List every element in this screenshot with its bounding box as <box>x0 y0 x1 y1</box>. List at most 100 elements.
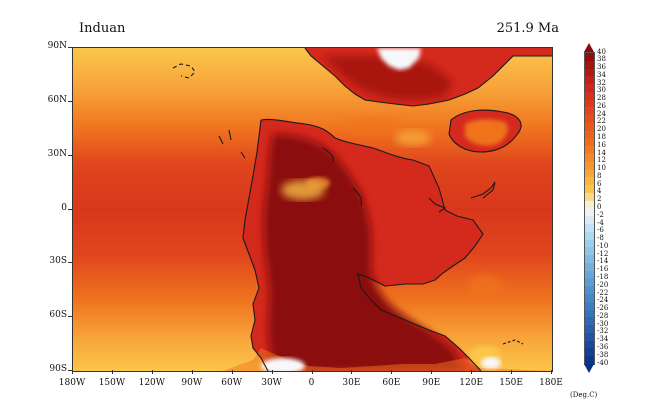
colorbar-tick-label: -38 <box>597 350 609 359</box>
colorbar-segment <box>585 325 594 334</box>
colorbar-segment <box>585 91 594 101</box>
colorbar-tick-label: 28 <box>597 94 606 103</box>
lon-tick <box>191 370 193 374</box>
colorbar-segment <box>585 161 594 171</box>
colorbar-segment <box>585 332 594 342</box>
colorbar-segment <box>585 216 594 225</box>
colorbar-tick-label: -8 <box>597 234 604 243</box>
colorbar-segment <box>585 169 594 178</box>
lon-tick-label: 0 <box>308 378 315 388</box>
colorbar-segment <box>585 340 594 350</box>
colorbar-segment <box>585 68 594 77</box>
colorbar-tick-label: -18 <box>597 272 609 281</box>
colorbar-segment <box>585 200 594 210</box>
colorbar-tick-label: -40 <box>597 358 609 367</box>
lat-tick <box>68 208 72 210</box>
colorbar-tick-label: 36 <box>597 63 606 72</box>
colorbar-tick-label: -14 <box>597 257 609 266</box>
colorbar-tick-label: -20 <box>597 280 609 289</box>
lon-tick <box>231 370 233 374</box>
colorbar-tick-label: 22 <box>597 117 606 126</box>
lon-tick-label: 150E <box>499 378 523 388</box>
lon-tick <box>72 370 73 374</box>
colorbar-tick-label: -34 <box>597 335 609 344</box>
colorbar-top-arrow <box>584 43 594 52</box>
colorbar-tick-label: -32 <box>597 327 609 336</box>
colorbar-tick-label: 16 <box>597 140 606 149</box>
lon-tick <box>391 370 393 374</box>
colorbar-tick-label: -16 <box>597 265 609 274</box>
lon-tick-label: 120E <box>459 378 484 388</box>
colorbar-segment <box>585 192 594 202</box>
map-svg <box>73 48 552 371</box>
lon-tick-label: 180E <box>539 378 563 388</box>
colorbar-tick-label: 34 <box>597 70 606 79</box>
colorbar-segment <box>585 247 594 256</box>
colorbar-segment <box>585 262 594 272</box>
colorbar-segment <box>585 84 594 93</box>
colorbar-unit: (Deg.C) <box>570 391 598 399</box>
lat-tick-label: 90S <box>49 364 67 374</box>
colorbar-segment <box>585 99 594 109</box>
colorbar-bottom-arrow <box>584 364 594 373</box>
colorbar-segment <box>585 154 594 163</box>
colorbar-tick-label: -2 <box>597 210 604 219</box>
lon-tick <box>511 370 513 374</box>
lon-tick <box>151 370 153 374</box>
colorbar-segment <box>585 146 594 155</box>
colorbar-segment <box>585 185 594 194</box>
lat-tick <box>68 100 72 102</box>
colorbar-tick-label: 32 <box>597 78 606 87</box>
colorbar-tick-label: -4 <box>597 218 604 227</box>
lat-tick <box>68 47 72 48</box>
lon-tick-label: 60E <box>382 378 401 388</box>
colorbar-tick-label: 30 <box>597 86 606 95</box>
lon-tick <box>471 370 473 374</box>
colorbar-tick-label: 4 <box>597 187 602 196</box>
colorbar-tick-label: -24 <box>597 296 609 305</box>
lon-tick <box>431 370 433 374</box>
age-title: 251.9 Ma <box>496 21 559 36</box>
lat-tick <box>68 154 72 156</box>
colorbar-segment <box>585 76 594 85</box>
coastlines <box>172 48 552 371</box>
colorbar-segment <box>585 239 594 248</box>
lat-tick-label: 30N <box>47 148 67 159</box>
colorbar-tick-label: -22 <box>597 288 609 297</box>
colorbar-segment <box>585 53 594 62</box>
colorbar-tick-label: -30 <box>597 319 609 328</box>
colorbar-segment <box>585 270 594 280</box>
colorbar-tick-label: 14 <box>597 148 606 157</box>
colorbar-tick-label: 40 <box>597 47 606 56</box>
colorbar-segment <box>585 278 594 287</box>
colorbar-tick-label: 38 <box>597 55 606 64</box>
colorbar-segment <box>585 208 594 217</box>
stage-title: Induan <box>79 21 126 36</box>
lon-tick <box>351 370 353 374</box>
colorbar-tick-label: 0 <box>597 203 602 211</box>
lon-tick-label: 120W <box>138 378 166 388</box>
temperature-map <box>72 47 553 372</box>
colorbar-tick-label: 2 <box>597 195 602 204</box>
lon-tick-label: 60W <box>221 378 242 388</box>
lon-tick-label: 30W <box>261 378 282 388</box>
lon-tick-label: 180W <box>58 378 86 388</box>
colorbar-segment <box>585 286 594 295</box>
lon-tick-label: 90W <box>181 378 203 388</box>
colorbar-segment <box>585 301 594 311</box>
colorbar-tick-label: 26 <box>597 101 606 110</box>
colorbar-tick-label: -28 <box>597 311 609 320</box>
colorbar-segment <box>585 177 594 186</box>
colorbar-segment <box>585 356 594 364</box>
colorbar-segment <box>585 60 594 70</box>
colorbar-tick-label: -12 <box>597 249 609 258</box>
colorbar-tick-label: 24 <box>597 109 606 118</box>
colorbar-tick-label: 20 <box>597 125 606 134</box>
colorbar-segment <box>585 115 594 124</box>
colorbar-tick-label: -10 <box>597 241 609 250</box>
colorbar-segment <box>585 224 594 233</box>
colorbar-segment <box>585 309 594 318</box>
colorbar-tick-label: 12 <box>597 156 606 165</box>
colorbar-tick-label: 6 <box>597 179 602 188</box>
colorbar-segment <box>585 231 594 241</box>
